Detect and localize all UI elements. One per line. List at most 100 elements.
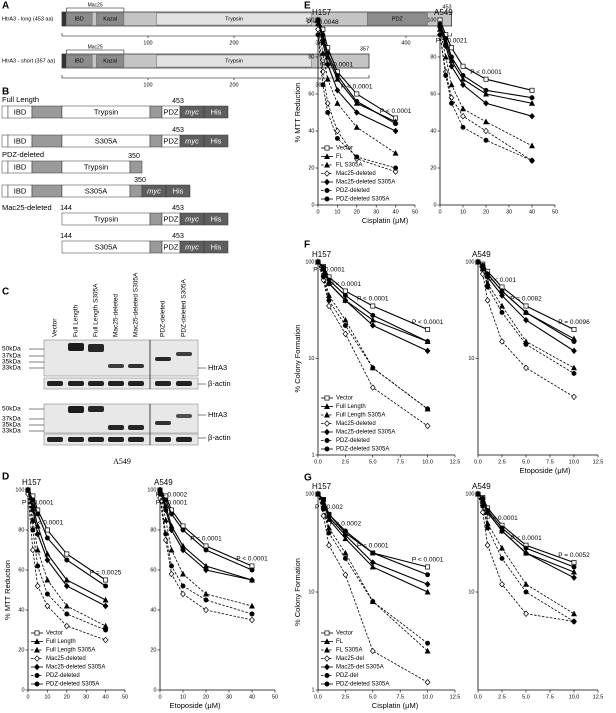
legend-label: Mac25-del S305A	[336, 665, 384, 671]
series-line	[159, 489, 253, 581]
data-point	[334, 135, 340, 141]
x-tick-label: 50	[122, 694, 128, 700]
series-line	[439, 23, 533, 99]
data-point	[485, 271, 491, 277]
band	[88, 344, 104, 352]
data-point	[370, 550, 376, 556]
data-point	[369, 647, 376, 655]
panel-label: B	[2, 87, 9, 98]
legend-marker	[34, 655, 40, 662]
legend-marker	[324, 196, 330, 202]
data-point	[499, 288, 505, 294]
segment-label: Trypsin	[94, 214, 118, 223]
data-point	[425, 339, 431, 344]
legend-marker	[324, 655, 330, 662]
x-tick-label: 10.0	[422, 459, 433, 465]
legend-marker	[324, 420, 330, 427]
data-point	[442, 53, 449, 60]
x-tick-label: 0	[158, 694, 161, 700]
legend-marker	[324, 188, 330, 193]
y-tick-label: 80	[308, 54, 314, 60]
data-point	[483, 76, 489, 82]
residue-label: 453	[172, 127, 184, 134]
data-point	[203, 566, 209, 574]
x-tick-label: 0.0	[474, 694, 482, 700]
x-tick-label: 5.0	[522, 459, 530, 465]
data-point	[44, 550, 51, 557]
length-label: 357	[360, 46, 369, 52]
chart-title: H157	[312, 250, 332, 259]
x-tick-label: 7.5	[546, 459, 554, 465]
data-point	[499, 581, 505, 588]
p-value: P = 0.002	[315, 504, 343, 511]
legend-marker	[324, 178, 330, 186]
residue-label: 144	[60, 205, 72, 212]
data-point	[44, 591, 50, 597]
mw-label: 50kDa	[2, 346, 21, 353]
y-axis-label: % Colony Formation	[293, 325, 302, 393]
data-point	[64, 611, 70, 617]
segment-label: His	[211, 136, 222, 145]
y-tick-label: 100	[147, 487, 156, 493]
data-point	[393, 165, 399, 171]
segment-label: S305A	[95, 242, 118, 251]
panel-label: A	[2, 1, 9, 12]
legend-label: Full Length S305A	[336, 413, 385, 419]
legend-label: Vector	[336, 631, 353, 637]
data-point	[370, 312, 376, 318]
data-point	[180, 570, 186, 577]
segment-label: His	[211, 214, 222, 223]
data-point	[168, 570, 175, 578]
data-point	[499, 555, 505, 561]
data-point	[203, 547, 209, 553]
series-line	[439, 29, 533, 147]
y-tick-label: 0	[433, 202, 436, 208]
y-tick-label: 40	[150, 607, 156, 613]
data-point	[370, 599, 376, 604]
legend-marker	[324, 153, 330, 159]
p-value: P = 0.0025	[90, 570, 122, 577]
data-point	[103, 577, 109, 583]
x-tick-label: 20	[354, 209, 360, 215]
data-point	[571, 619, 577, 624]
data-point	[342, 293, 348, 298]
data-point	[369, 563, 376, 570]
y-tick-label: 60	[430, 91, 436, 97]
legend-label: Mac25-deleted S305A	[46, 665, 105, 671]
x-tick-label: 20	[483, 209, 489, 215]
band	[88, 381, 104, 386]
data-point	[449, 54, 454, 60]
y-tick-label: 40	[308, 128, 314, 134]
data-point	[425, 640, 431, 646]
data-point	[424, 647, 431, 654]
data-point	[571, 610, 577, 617]
data-point	[571, 393, 577, 401]
p-value: P < 0.0001	[412, 319, 444, 326]
data-point	[342, 555, 348, 561]
band	[108, 364, 124, 368]
segment-label: His	[211, 107, 222, 116]
series-line	[159, 493, 253, 615]
data-point	[437, 32, 443, 38]
legend-label: FL S305A	[336, 648, 362, 654]
legend-label: Vector	[336, 396, 353, 402]
band	[176, 437, 192, 442]
construct-segment	[149, 134, 163, 148]
data-point	[334, 73, 340, 78]
lane-label: Full Length S305A	[93, 283, 100, 337]
x-tick-label: 10	[180, 694, 186, 700]
data-point	[523, 589, 529, 595]
series-line	[439, 27, 533, 117]
data-point	[334, 127, 341, 135]
y-tick-label: 60	[18, 567, 24, 573]
data-point	[483, 118, 489, 125]
data-point	[425, 564, 431, 570]
data-point	[483, 137, 489, 143]
data-point	[203, 543, 209, 549]
series-line	[159, 489, 253, 581]
data-point	[169, 511, 174, 517]
data-point	[460, 124, 466, 130]
legend-marker	[34, 663, 40, 671]
data-point	[249, 611, 255, 617]
legend-marker	[34, 638, 40, 644]
